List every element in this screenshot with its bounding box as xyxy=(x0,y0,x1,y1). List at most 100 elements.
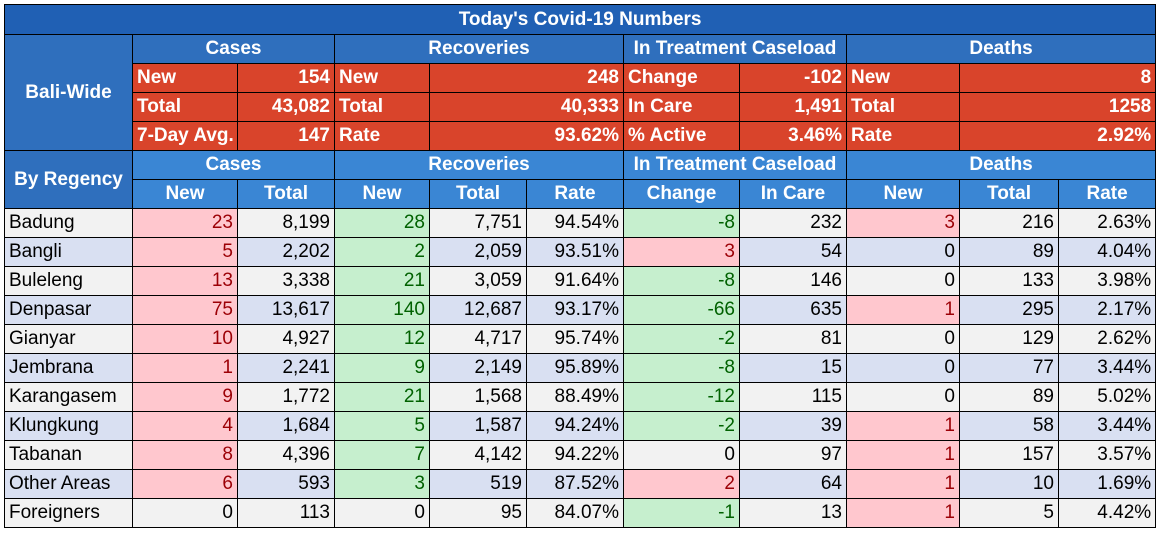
table-cell: 232 xyxy=(739,208,847,238)
bali-wide-in-treatment-value: 1,491 xyxy=(739,92,847,122)
table-cell: 3 xyxy=(846,208,960,238)
bali-wide-deaths-label: Total xyxy=(846,92,960,122)
bali-wide-in-treatment-label: In Care xyxy=(623,92,740,122)
bali-wide-row: New 154 New 248 Change -102 New 8 xyxy=(5,63,1157,93)
table-cell: 95.74% xyxy=(526,324,624,354)
table-cell: 1,587 xyxy=(429,411,527,441)
regency-name: Klungkung xyxy=(4,411,133,441)
table-cell: 5 xyxy=(334,411,430,441)
title-row: Today's Covid-19 Numbers xyxy=(3,4,1157,35)
column-header: Rate xyxy=(1057,179,1157,209)
table-cell: 23 xyxy=(132,208,238,238)
table-cell: 635 xyxy=(739,295,847,325)
table-cell: 15 xyxy=(739,353,847,383)
table-cell: 133 xyxy=(959,266,1059,296)
table-row: Foreigners 0 113 0 95 84.07% -1 13 1 5 4.42% xyxy=(4,498,1157,528)
table-cell: -66 xyxy=(623,295,740,325)
table-cell: -1 xyxy=(623,498,740,528)
table-cell: 3.98% xyxy=(1057,266,1157,296)
table-cell: 8,199 xyxy=(237,208,335,238)
table-cell: 1,772 xyxy=(237,382,335,412)
bali-wide-in-treatment-label: % Active xyxy=(623,121,740,151)
table-cell: -2 xyxy=(623,324,740,354)
bali-wide-recoveries-label: Rate xyxy=(334,121,430,151)
table-cell: 54 xyxy=(739,237,847,267)
table-cell: 3.44% xyxy=(1057,353,1157,383)
table-cell: 1 xyxy=(846,498,960,528)
table-cell: 2.17% xyxy=(1057,295,1157,325)
bali-wide-header-in-treatment: In Treatment Caseload xyxy=(623,34,847,64)
table-row: Karangasem 9 1,772 21 1,568 88.49% -12 115 0 89 5.… xyxy=(4,382,1157,412)
regency-name: Other Areas xyxy=(4,469,133,499)
table-cell: 157 xyxy=(959,440,1059,470)
table-cell: 9 xyxy=(132,382,238,412)
table-cell: 12 xyxy=(334,324,430,354)
column-header: Change xyxy=(623,179,740,209)
regency-name: Foreigners xyxy=(4,498,133,528)
column-header: New xyxy=(334,179,430,209)
bali-wide-recoveries-label: Total xyxy=(334,92,430,122)
table-cell: -8 xyxy=(623,208,740,238)
table-cell: -12 xyxy=(623,382,740,412)
column-header: New xyxy=(132,179,238,209)
table-cell: 0 xyxy=(132,498,238,528)
table-cell: 0 xyxy=(846,237,960,267)
table-cell: 4,142 xyxy=(429,440,527,470)
bali-wide-deaths-label: New xyxy=(846,63,960,93)
table-cell: 0 xyxy=(623,440,740,470)
table-cell: 89 xyxy=(959,382,1059,412)
table-cell: 146 xyxy=(739,266,847,296)
regency-name: Badung xyxy=(4,208,133,238)
bali-wide-deaths-label: Rate xyxy=(846,121,960,151)
table-cell: 3 xyxy=(623,237,740,267)
table-cell: 95.89% xyxy=(526,353,624,383)
table-cell: 0 xyxy=(846,266,960,296)
bali-wide-recoveries-label: New xyxy=(334,63,430,93)
column-header: Total xyxy=(429,179,527,209)
table-cell: 216 xyxy=(959,208,1059,238)
table-cell: 3.57% xyxy=(1057,440,1157,470)
bali-wide-header-cases: Cases xyxy=(132,34,335,64)
table-cell: 1 xyxy=(846,440,960,470)
bali-wide-in-treatment-label: Change xyxy=(623,63,740,93)
regency-name: Gianyar xyxy=(4,324,133,354)
regency-header-recoveries: Recoveries xyxy=(334,150,624,180)
table-cell: 113 xyxy=(237,498,335,528)
table-cell: 7 xyxy=(334,440,430,470)
table-row: Tabanan 8 4,396 7 4,142 94.22% 0 97 1 157 3.57% xyxy=(4,440,1157,470)
table-cell: 2,241 xyxy=(237,353,335,383)
table-cell: 2 xyxy=(623,469,740,499)
table-cell: 75 xyxy=(132,295,238,325)
table-cell: 4.42% xyxy=(1057,498,1157,528)
column-header: Rate xyxy=(526,179,624,209)
table-cell: 13 xyxy=(739,498,847,528)
bali-wide-cases-label: New xyxy=(132,63,238,93)
regency-name: Bangli xyxy=(4,237,133,267)
table-cell: 8 xyxy=(132,440,238,470)
table-cell: 4 xyxy=(132,411,238,441)
bali-wide-cases-value: 147 xyxy=(237,121,335,151)
table-cell: 6 xyxy=(132,469,238,499)
table-cell: 64 xyxy=(739,469,847,499)
table-row: Buleleng 13 3,338 21 3,059 91.64% -8 146 0 133 3.9… xyxy=(4,266,1157,296)
table-cell: 58 xyxy=(959,411,1059,441)
table-cell: 94.22% xyxy=(526,440,624,470)
covid-numbers-table: Today's Covid-19 Numbers Bali-Wide Cases… xyxy=(3,4,1157,528)
table-cell: 5 xyxy=(959,498,1059,528)
table-cell: 593 xyxy=(237,469,335,499)
column-header: Total xyxy=(959,179,1059,209)
table-cell: 0 xyxy=(334,498,430,528)
table-cell: 1 xyxy=(846,411,960,441)
table-cell: 1 xyxy=(132,353,238,383)
column-header: Total xyxy=(237,179,335,209)
bali-wide-in-treatment-value: -102 xyxy=(739,63,847,93)
table-cell: 12,687 xyxy=(429,295,527,325)
table-row: Other Areas 6 593 3 519 87.52% 2 64 1 10 1.69% xyxy=(4,469,1157,499)
table-cell: -8 xyxy=(623,266,740,296)
table-cell: 0 xyxy=(846,353,960,383)
bali-wide-recoveries-value: 40,333 xyxy=(429,92,624,122)
by-regency-label: By Regency xyxy=(4,150,133,209)
table-cell: 4,717 xyxy=(429,324,527,354)
table-cell: 21 xyxy=(334,266,430,296)
table-cell: 4,927 xyxy=(237,324,335,354)
